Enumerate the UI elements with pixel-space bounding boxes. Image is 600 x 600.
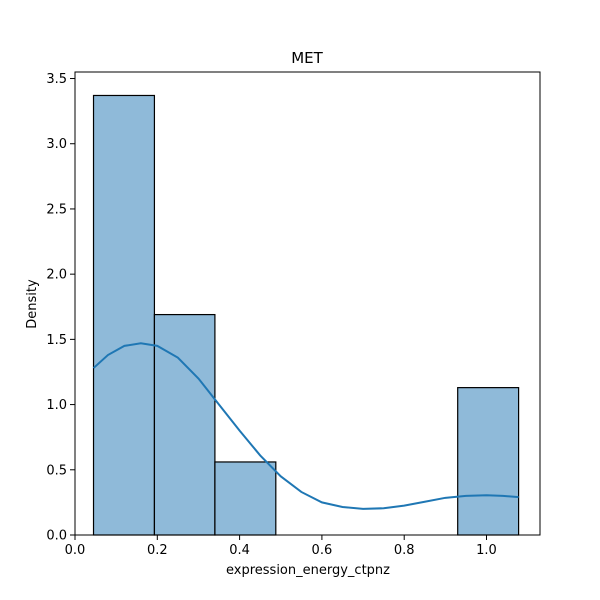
y-tick-label: 2.5 [46, 202, 67, 217]
chart-title: MET [291, 49, 323, 67]
histogram-bars [92, 94, 520, 536]
axes-frame [74, 71, 541, 536]
y-axis-ticks: 0.0 0.5 1.0 1.5 2.0 2.5 3.0 3.5 [46, 72, 75, 544]
histogram-bar-1 [92, 94, 156, 536]
x-tick-label: 0.4 [229, 543, 250, 558]
y-tick-label: 0.0 [46, 529, 67, 544]
x-tick-label: 0.2 [147, 543, 168, 558]
y-tick-label: 0.5 [46, 463, 67, 478]
y-tick-label: 3.5 [46, 72, 67, 87]
x-tick-label: 0.0 [65, 543, 86, 558]
histogram-bar-3 [214, 461, 277, 536]
x-tick-label: 0.8 [394, 543, 415, 558]
y-tick-label: 1.0 [46, 398, 67, 413]
plot-border [74, 71, 541, 536]
y-axis-label: Density [25, 279, 40, 329]
x-axis-label: expression_energy_ctpnz [226, 563, 390, 578]
x-axis-ticks: 0.0 0.2 0.4 0.6 0.8 1.0 [65, 535, 497, 558]
histogram-bar-2 [153, 313, 216, 536]
kde-curve [92, 342, 519, 510]
y-tick-label: 3.0 [46, 137, 67, 152]
histogram-bar-7 [457, 387, 520, 536]
x-tick-label: 1.0 [476, 543, 497, 558]
y-tick-label: 1.5 [46, 333, 67, 348]
x-tick-label: 0.6 [312, 543, 333, 558]
y-tick-label: 2.0 [46, 268, 67, 283]
